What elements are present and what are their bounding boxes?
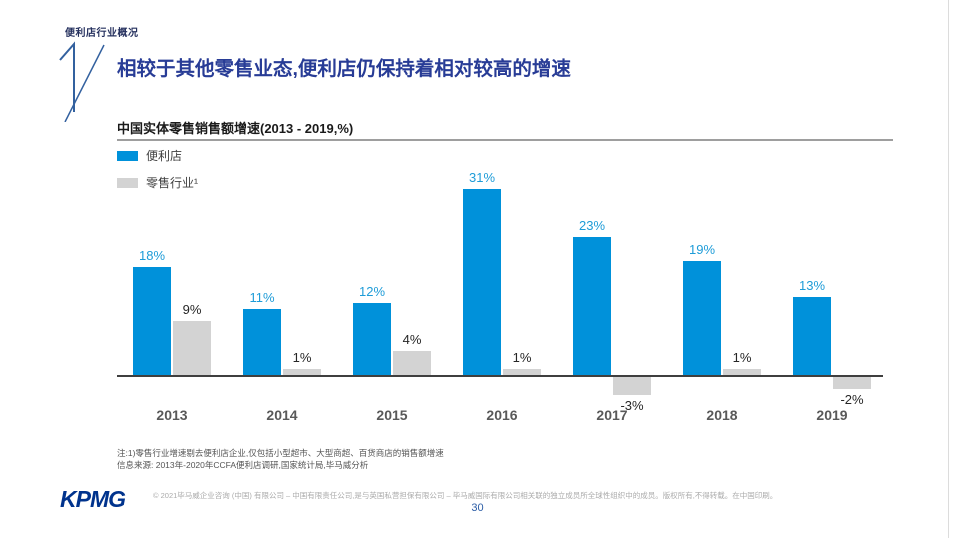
bar-convenience-store-2015 (353, 303, 391, 375)
value-label-convenience-store-2019: 13% (798, 278, 826, 293)
value-label-convenience-store-2018: 19% (688, 242, 716, 257)
kpmg-logo: KPMG (60, 486, 126, 512)
value-label-retail-industry-2017: -3% (620, 398, 644, 413)
x-axis-label-2017: 2017 (596, 407, 628, 423)
x-axis-label-2015: 2015 (376, 407, 408, 423)
bar-retail-industry-2015 (393, 351, 431, 375)
value-label-retail-industry-2015: 4% (402, 332, 422, 347)
value-label-retail-industry-2013: 9% (182, 302, 202, 317)
bar-group-2017: 23% -3% 2017 (557, 160, 667, 437)
bar-group-2013: 18% 9% 2013 (117, 160, 227, 437)
legend-swatch-retail-industry (117, 177, 138, 188)
value-label-convenience-store-2013: 18% (138, 248, 166, 263)
value-label-convenience-store-2017: 23% (578, 218, 606, 233)
bar-group-2014: 11% 1% 2014 (227, 160, 337, 437)
bar-group-2016: 31% 1% 2016 (447, 160, 557, 437)
x-axis-line (117, 375, 883, 377)
x-axis-label-2019: 2019 (816, 407, 848, 423)
chart-title: 中国实体零售销售额增速(2013 - 2019,%) (117, 121, 354, 136)
legend-label-retail-industry: 零售行业¹ (146, 176, 198, 190)
legend-item-convenience-store: 便利店 (117, 147, 182, 164)
footnote: 注:1)零售行业增速剔去便利店企业,仅包括小型超市、大型商超、百货商店的销售额增… (117, 448, 444, 458)
chart-notes: 注:1)零售行业增速剔去便利店企业,仅包括小型超市、大型商超、百货商店的销售额增… (117, 447, 444, 471)
value-label-retail-industry-2018: 1% (732, 350, 752, 365)
bar-retail-industry-2019 (833, 377, 871, 389)
x-axis-label-2018: 2018 (706, 407, 738, 423)
bar-retail-industry-2013 (173, 321, 211, 375)
bar-retail-industry-2014 (283, 369, 321, 375)
value-label-convenience-store-2014: 11% (249, 290, 275, 305)
slide-title: 相较于其他零售业态,便利店仍保持着相对较高的增速 (117, 58, 571, 80)
legend-swatch-convenience-store (117, 150, 138, 161)
chart-title-divider (117, 139, 893, 141)
legend-item-retail-industry: 零售行业¹ (117, 174, 198, 191)
bar-convenience-store-2019 (793, 297, 831, 375)
bar-retail-industry-2018 (723, 369, 761, 375)
source-note: 信息来源: 2013年-2020年CCFA便利店调研,国家统计局,毕马威分析 (117, 460, 369, 470)
x-axis-label-2013: 2013 (156, 407, 188, 423)
bar-group-2018: 19% 1% 2018 (667, 160, 777, 437)
bar-retail-industry-2016 (503, 369, 541, 375)
bar-convenience-store-2017 (573, 237, 611, 375)
value-label-convenience-store-2015: 12% (358, 284, 386, 299)
bar-convenience-store-2014 (243, 309, 281, 375)
value-label-retail-industry-2016: 1% (512, 350, 532, 365)
bar-convenience-store-2016 (463, 189, 501, 375)
bar-retail-industry-2017 (613, 377, 651, 395)
value-label-retail-industry-2019: -2% (840, 392, 864, 407)
value-label-retail-industry-2014: 1% (292, 350, 312, 365)
section-eyebrow: 便利店行业概况 (65, 28, 139, 39)
plot-area: 18% 9% 2013 11% 1% 2014 12% 4% 2015 31% 1% 2016 23% -… (117, 160, 887, 437)
bar-convenience-store-2018 (683, 261, 721, 375)
value-label-convenience-store-2016: 31% (468, 170, 496, 185)
page-number: 30 (471, 502, 484, 514)
page-right-border (948, 0, 949, 538)
legend-label-convenience-store: 便利店 (146, 149, 183, 163)
x-axis-label-2016: 2016 (486, 407, 518, 423)
chapter-number-glyph (59, 41, 105, 122)
bar-group-2015: 12% 4% 2015 (337, 160, 447, 437)
copyright-text: © 2021毕马威企业咨询 (中国) 有限公司 – 中国有限责任公司,是与英国私… (153, 491, 778, 500)
bar-group-2019: 13% -2% 2019 (777, 160, 887, 437)
x-axis-label-2014: 2014 (266, 407, 298, 423)
bar-convenience-store-2013 (133, 267, 171, 375)
